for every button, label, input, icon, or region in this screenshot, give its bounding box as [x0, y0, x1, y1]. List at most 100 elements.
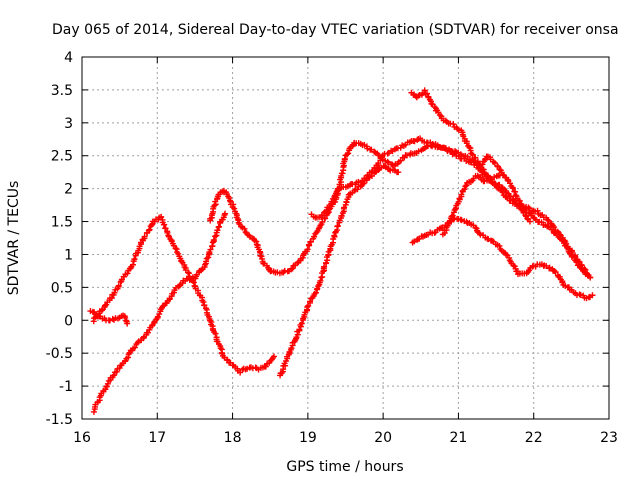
y-tick-label: 2	[64, 182, 73, 198]
data-point	[496, 172, 503, 179]
data-series	[87, 87, 596, 415]
data-point	[384, 158, 391, 165]
series-arc-f	[308, 135, 594, 281]
y-tick-label: -1	[59, 379, 73, 395]
data-point	[492, 180, 499, 187]
data-point	[104, 380, 111, 387]
data-point	[124, 320, 131, 327]
data-point	[115, 282, 122, 289]
data-point	[124, 270, 131, 277]
data-point	[355, 178, 362, 185]
data-point	[525, 209, 532, 216]
data-point	[262, 363, 269, 370]
data-point	[141, 233, 148, 240]
data-point	[466, 144, 473, 151]
data-point	[110, 372, 117, 379]
data-point	[304, 246, 311, 253]
data-point	[442, 117, 449, 124]
chart-title: Day 065 of 2014, Sidereal Day-to-day VTE…	[52, 22, 619, 38]
data-point	[507, 180, 514, 187]
data-point	[556, 273, 563, 280]
data-point	[573, 258, 580, 265]
data-point	[214, 227, 221, 234]
data-point	[146, 226, 153, 233]
series-arc-d	[207, 139, 594, 281]
y-tick-label: 0.5	[51, 280, 73, 296]
data-point	[129, 261, 136, 268]
data-point	[558, 236, 565, 243]
data-point	[372, 165, 379, 172]
data-point	[306, 298, 313, 305]
data-point	[322, 215, 329, 222]
y-tick-label: 4	[64, 50, 73, 66]
x-axis-label: GPS time / hours	[286, 459, 403, 475]
x-tick-label: 21	[450, 430, 468, 446]
data-point	[156, 311, 163, 318]
data-point	[216, 223, 223, 230]
data-point	[368, 169, 375, 176]
data-point	[341, 155, 348, 162]
data-point	[338, 170, 345, 177]
data-point	[518, 206, 525, 213]
x-tick-label: 16	[73, 430, 91, 446]
data-point	[312, 289, 319, 296]
data-point	[552, 269, 559, 276]
data-point	[364, 145, 371, 152]
y-tick-label: -0.5	[46, 346, 73, 362]
data-point	[344, 151, 351, 158]
data-point	[371, 148, 378, 155]
data-point	[525, 204, 532, 211]
data-point	[589, 292, 596, 299]
data-point	[164, 229, 171, 236]
data-point	[210, 236, 217, 243]
data-point	[294, 260, 301, 267]
series-arc-c	[90, 213, 277, 376]
y-tick-label: 1.5	[51, 215, 73, 231]
data-point	[109, 315, 116, 322]
data-point	[474, 158, 481, 165]
data-point	[323, 207, 330, 214]
data-point	[461, 186, 468, 193]
data-point	[212, 330, 219, 337]
data-point	[423, 90, 430, 97]
y-axis-label: SDTVAR / TECUs	[6, 181, 22, 296]
plot-area-border	[81, 56, 610, 420]
data-point	[509, 185, 516, 192]
data-point	[415, 92, 422, 99]
x-tick-label: 22	[525, 430, 543, 446]
data-point	[222, 210, 229, 217]
series-arc-i	[409, 215, 596, 302]
y-tick-label: 0	[64, 313, 73, 329]
data-point	[200, 299, 207, 306]
y-tick-label: 1	[64, 247, 73, 263]
data-point	[185, 269, 192, 276]
data-point	[113, 368, 120, 375]
data-point	[462, 183, 469, 190]
data-point	[534, 207, 541, 214]
data-point	[496, 242, 503, 249]
data-point	[512, 192, 519, 199]
data-point	[241, 225, 248, 232]
data-point	[90, 408, 97, 415]
data-point	[131, 344, 138, 351]
data-point	[321, 263, 328, 270]
y-tick-label: -1.5	[46, 412, 73, 428]
data-point	[231, 205, 238, 212]
data-point	[319, 219, 326, 226]
y-tick-label: 3.5	[51, 83, 73, 99]
data-point	[421, 87, 428, 94]
data-point	[148, 221, 155, 228]
axis-ticks: 16 17 18 19 20 21 22 23 -1.5 -1 -0.5 0 0.5 1 1.5 2 2.5 3 3…	[46, 50, 618, 446]
data-point	[111, 289, 118, 296]
data-point	[289, 265, 296, 272]
data-point	[270, 353, 277, 360]
series-arc-e	[277, 162, 402, 379]
grid	[82, 57, 609, 419]
x-tick-label: 17	[148, 430, 166, 446]
data-point	[304, 304, 311, 311]
data-point	[487, 176, 494, 183]
data-point	[201, 261, 208, 268]
data-point	[395, 169, 402, 176]
data-point	[480, 166, 487, 173]
